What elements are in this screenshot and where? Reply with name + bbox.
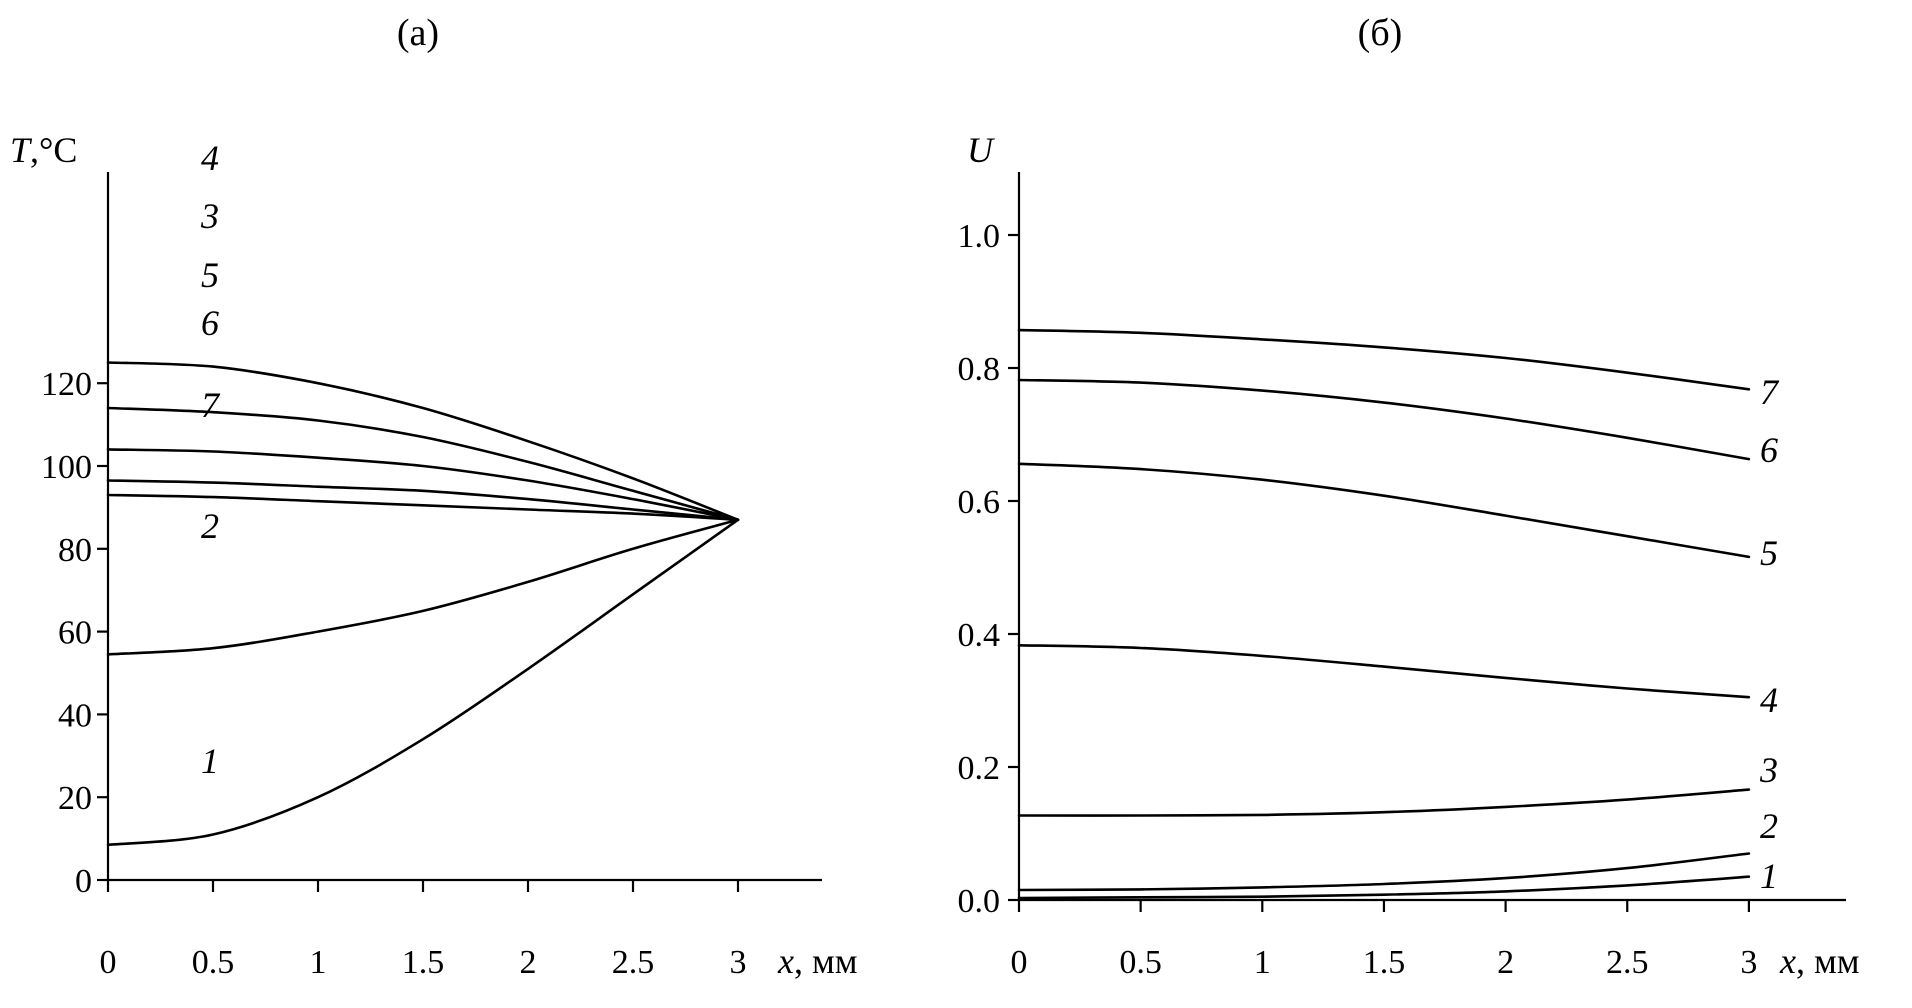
series-line-b-2 (1017, 852, 1751, 892)
x-axis-unit-b: , мм (1796, 941, 1860, 981)
y-tick-label-a: 60 (58, 615, 92, 652)
series-line-a-3 (106, 406, 740, 522)
x-tick-label-b: 0 (1011, 944, 1028, 981)
x-axis-unit-a: , мм (794, 941, 858, 981)
y-axis-unit-a: ,°C (30, 130, 77, 170)
chart-panel-a: (а) T,°C x, мм 0 0.5 1 1.5 2 2.5 3 0 20 40 60 80 100… (10, 12, 858, 981)
panel-label-a: (а) (397, 12, 439, 54)
series-line-a-7 (106, 493, 740, 522)
x-tick-label-a: 2 (520, 944, 537, 981)
series-line-a-4 (106, 361, 740, 522)
y-tick-label-b: 0.0 (958, 883, 1001, 920)
series-label-b-5: 5 (1760, 533, 1778, 573)
series-label-b-6: 6 (1760, 430, 1778, 470)
y-axis-symbol-a: T (10, 130, 33, 170)
y-tick-label-a: 0 (75, 863, 92, 900)
series-label-b-4: 4 (1760, 680, 1778, 720)
series-line-b-4 (1017, 644, 1751, 699)
x-tick-label-b: 2 (1497, 944, 1514, 981)
series-line-a-2 (106, 518, 740, 656)
x-tick-label-a: 3 (730, 944, 747, 981)
x-tick-label-b: 2.5 (1606, 944, 1649, 981)
y-tick-label-a: 40 (58, 697, 92, 734)
y-tick-label-a: 120 (41, 366, 92, 403)
x-tick-label-b: 1 (1254, 944, 1271, 981)
y-tick-label-b: 0.8 (958, 351, 1001, 388)
series-line-b-5 (1017, 462, 1751, 559)
x-axis-symbol-a: x (777, 941, 794, 981)
series-label-b-3: 3 (1759, 750, 1778, 790)
x-tick-label-a: 1 (310, 944, 327, 981)
x-tick-label-a: 0.5 (192, 944, 235, 981)
chart-panel-b: (б) U x, мм 0 0.5 1 1.5 2 2.5 3 0.0 0.2 0.4 0.6 0.8… (958, 12, 1860, 981)
y-tick-label-a: 80 (58, 532, 92, 569)
series-label-a-5: 5 (201, 255, 219, 295)
x-axis-symbol-b: x (1779, 941, 1796, 981)
series-label-a-4: 4 (201, 138, 219, 178)
series-line-a-5 (106, 448, 740, 522)
y-tick-label-a: 20 (58, 780, 92, 817)
panel-label-b: (б) (1358, 12, 1403, 54)
x-tick-label-b: 1.5 (1363, 944, 1406, 981)
series-line-b-7 (1017, 328, 1751, 391)
series-line-a-1 (106, 518, 740, 847)
x-tick-label-a: 1.5 (402, 944, 445, 981)
x-tick-label-a: 2.5 (612, 944, 655, 981)
series-label-a-7: 7 (201, 385, 221, 425)
series-label-a-2: 2 (201, 506, 219, 546)
series-label-b-1: 1 (1760, 856, 1778, 896)
series-line-b-1 (1017, 875, 1751, 900)
series-label-a-3: 3 (200, 196, 219, 236)
series-line-b-6 (1017, 378, 1751, 461)
x-tick-label-a: 0 (100, 944, 117, 981)
series-label-a-1: 1 (201, 741, 219, 781)
y-tick-label-b: 0.2 (958, 750, 1001, 787)
series-line-b-3 (1017, 788, 1751, 817)
series-label-b-7: 7 (1760, 372, 1780, 412)
y-tick-label-b: 0.4 (958, 617, 1001, 654)
series-label-b-2: 2 (1760, 806, 1778, 846)
x-axis-title-b: x, мм (1779, 941, 1860, 981)
y-axis-title-a: T,°C (10, 130, 77, 170)
x-axis-title-a: x, мм (777, 941, 858, 981)
y-tick-label-b: 1.0 (958, 218, 1001, 255)
series-line-a-6 (106, 479, 740, 522)
series-label-a-6: 6 (201, 303, 219, 343)
y-tick-label-a: 100 (41, 449, 92, 486)
x-tick-label-b: 3 (1740, 944, 1757, 981)
y-axis-title-b: U (967, 130, 995, 170)
y-tick-label-b: 0.6 (958, 484, 1001, 521)
x-tick-label-b: 0.5 (1119, 944, 1162, 981)
